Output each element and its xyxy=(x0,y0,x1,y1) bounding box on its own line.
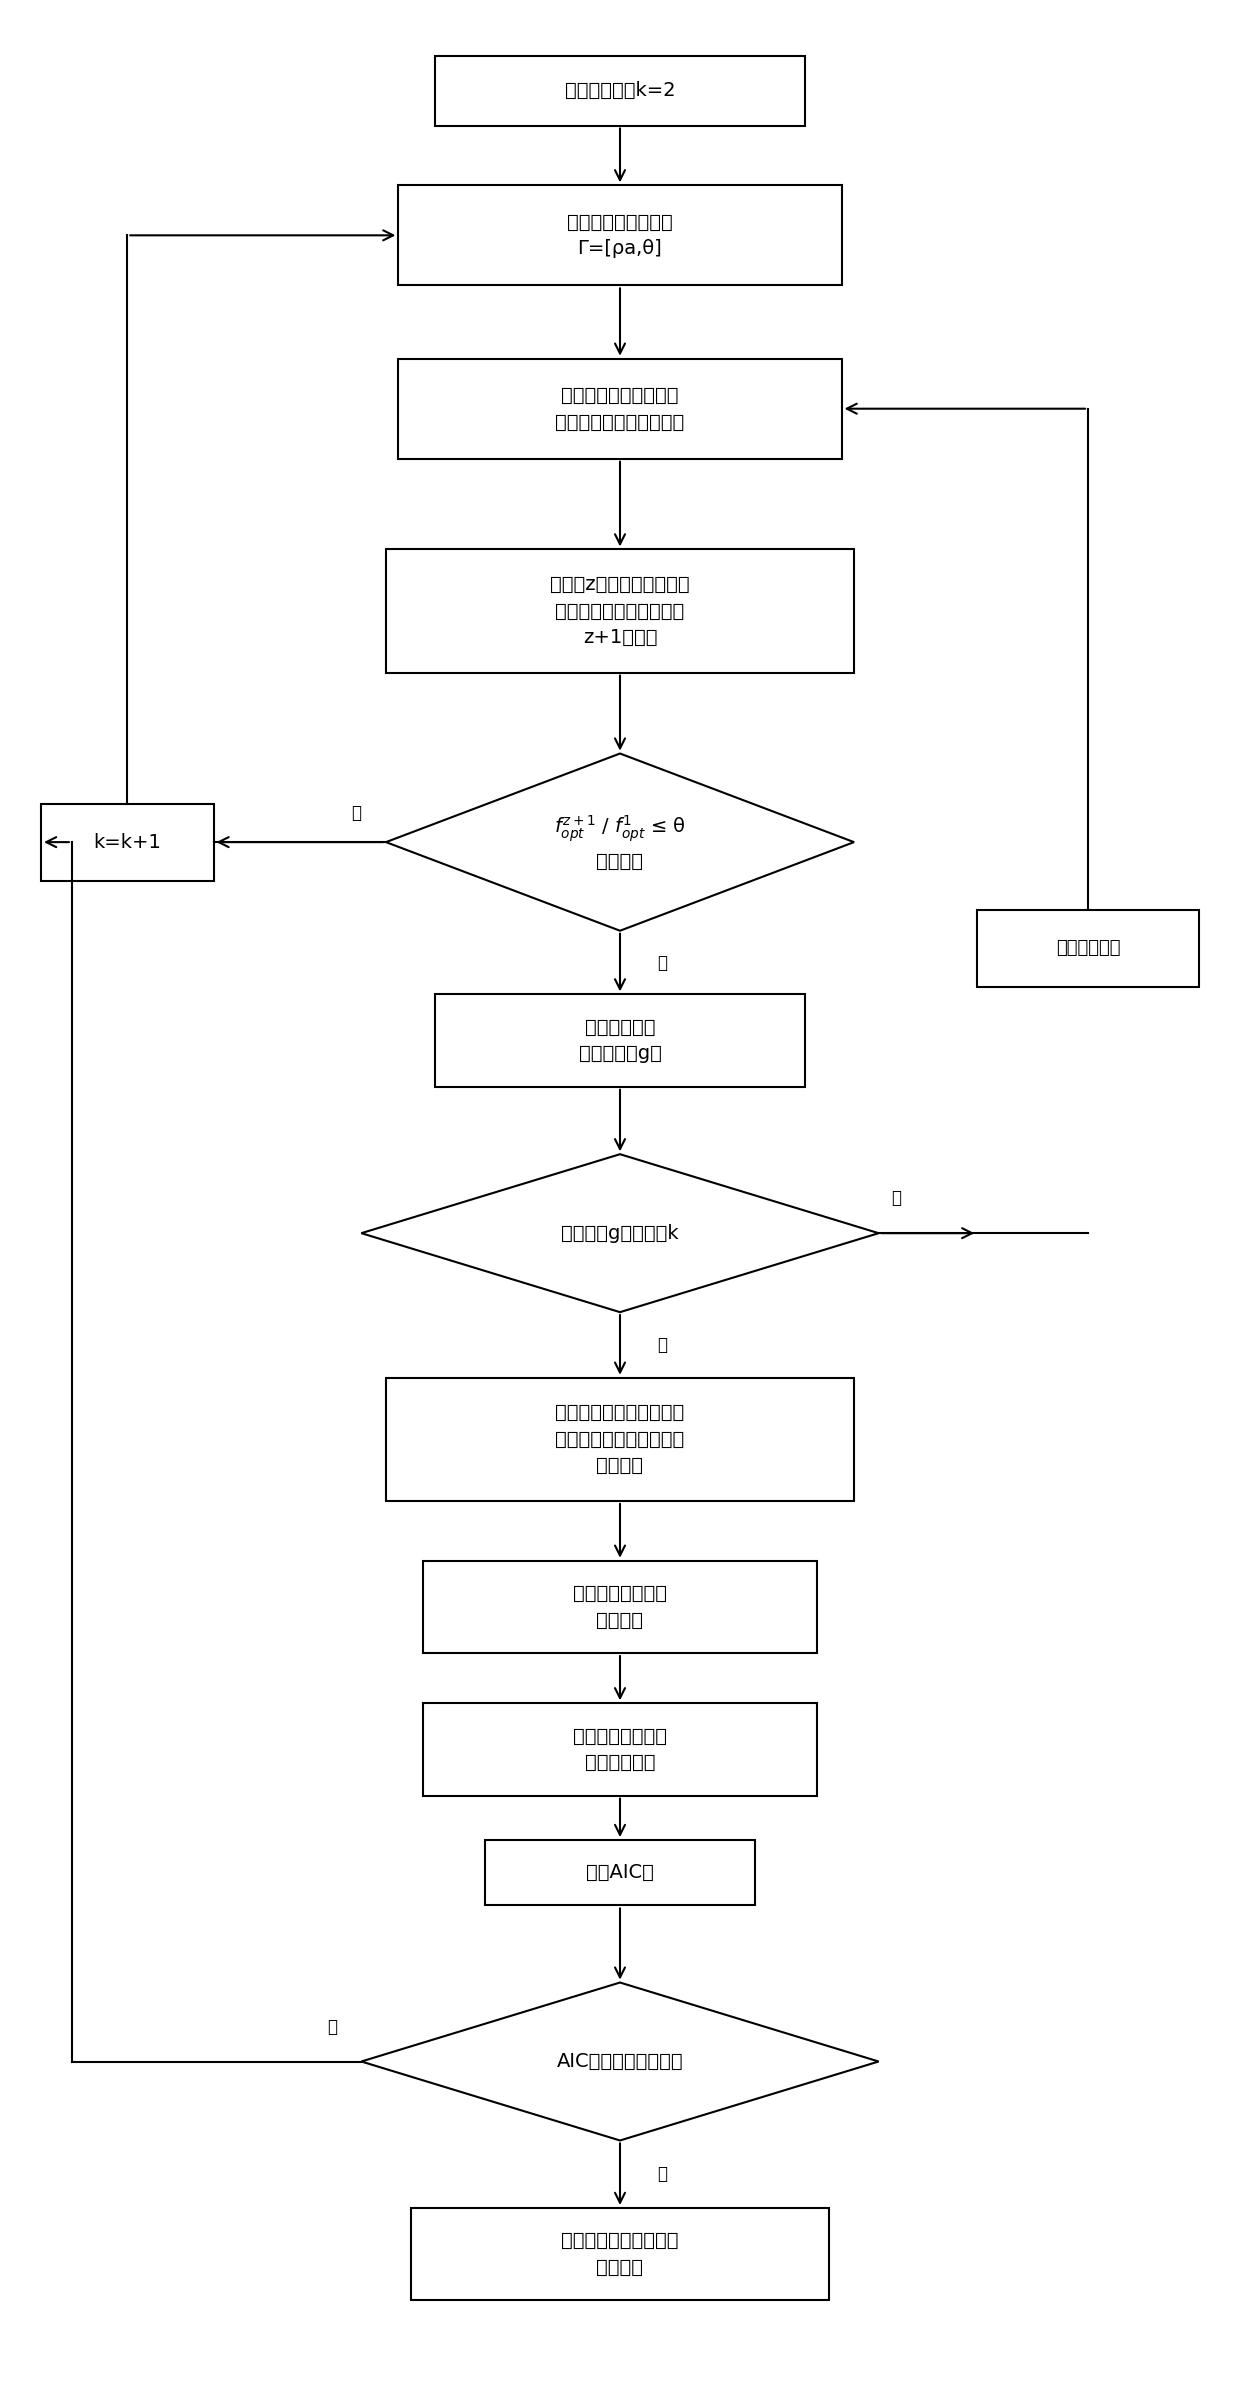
Bar xyxy=(435,995,805,1086)
Text: 否: 否 xyxy=(351,805,361,822)
Polygon shape xyxy=(386,753,854,930)
Text: 确定最优簇首数及最优
分簇方案: 确定最优簇首数及最优 分簇方案 xyxy=(562,2232,678,2277)
Bar xyxy=(423,1560,817,1654)
Bar xyxy=(398,185,842,285)
Text: 计算不同聚类方案的最大
簇内距离方差，确定最优
分簇方案: 计算不同聚类方案的最大 簇内距离方差，确定最优 分簇方案 xyxy=(556,1402,684,1474)
Text: k=k+1: k=k+1 xyxy=(93,832,161,851)
Text: $f_{opt}^{z+1}$ / $f_{opt}^{1}$ ≤ θ
是否成立: $f_{opt}^{z+1}$ / $f_{opt}^{1}$ ≤ θ 是否成立 xyxy=(554,813,686,870)
Bar xyxy=(41,803,213,880)
Text: 去除前z个簇首影响，计算
神经元密度函数，确定第
z+1个簇首: 去除前z个簇首影响，计算 神经元密度函数，确定第 z+1个簇首 xyxy=(551,575,689,647)
Bar xyxy=(977,908,1199,988)
Polygon shape xyxy=(361,1155,879,1311)
Bar xyxy=(398,360,842,458)
Bar xyxy=(386,549,854,674)
Bar xyxy=(423,1704,817,1795)
Bar xyxy=(410,2208,830,2301)
Text: 计算簇内距离方差
分布密度: 计算簇内距离方差 分布密度 xyxy=(573,1584,667,1630)
Text: 簇首数目g是否等于k: 簇首数目g是否等于k xyxy=(562,1225,678,1242)
Text: 修改参数组合: 修改参数组合 xyxy=(1055,940,1120,956)
Text: 计算神经元节点密度函
数，确定第一个簇首位置: 计算神经元节点密度函 数，确定第一个簇首位置 xyxy=(556,386,684,431)
Text: 是: 是 xyxy=(657,2164,667,2184)
Polygon shape xyxy=(361,1982,879,2141)
Text: 设定减聚类初始参数
Γ=[ρa,θ]: 设定减聚类初始参数 Γ=[ρa,θ] xyxy=(567,213,673,259)
Text: 否: 否 xyxy=(326,2018,337,2035)
Text: 是: 是 xyxy=(657,1335,667,1354)
Bar xyxy=(386,1378,854,1501)
Text: 减聚类结束，
簇首数目为g个: 减聚类结束， 簇首数目为g个 xyxy=(579,1019,661,1064)
Bar xyxy=(485,1841,755,1906)
Text: 计算AIC值: 计算AIC值 xyxy=(587,1862,653,1882)
Text: 计算簇内距离方差
似然估计函数: 计算簇内距离方差 似然估计函数 xyxy=(573,1726,667,1771)
Text: 是: 是 xyxy=(657,954,667,971)
Bar xyxy=(435,55,805,125)
Text: 否: 否 xyxy=(892,1189,901,1208)
Text: 设定簇首数目k=2: 设定簇首数目k=2 xyxy=(564,81,676,101)
Text: AIC值是否出现最小值: AIC值是否出现最小值 xyxy=(557,2052,683,2071)
